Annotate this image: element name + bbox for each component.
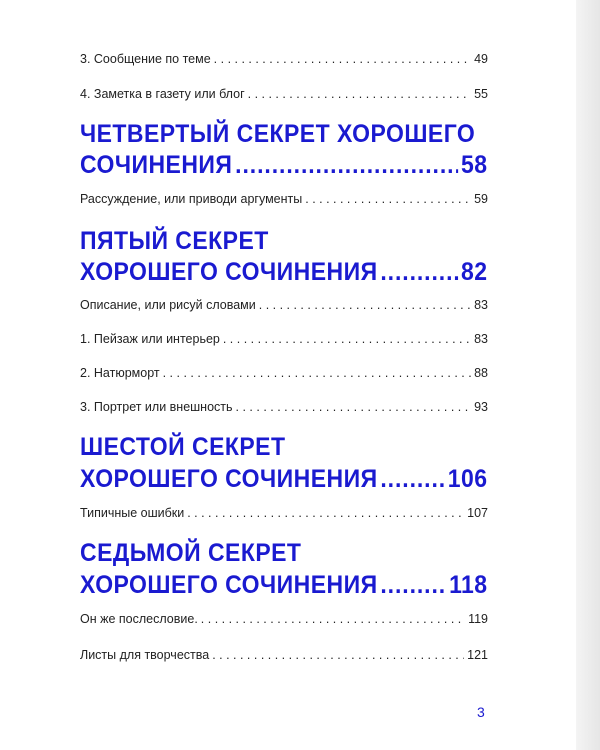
dot-leader [248, 87, 471, 101]
page-edge [576, 0, 600, 750]
dot-leader [201, 612, 465, 626]
dot-leader [380, 258, 458, 287]
dot-leader [187, 506, 464, 520]
entry-page: 88 [474, 366, 488, 380]
entry-page: 49 [474, 52, 488, 66]
heading-text: ШЕСТОЙ СЕКРЕТ [80, 433, 286, 461]
entry-page: 83 [474, 298, 488, 312]
entry-title: 1. Пейзаж или интерьер [80, 332, 220, 346]
section-heading[interactable]: ХОРОШЕГО СОЧИНЕНИЯ 82 [80, 258, 488, 287]
entry-title: 4. Заметка в газету или блог [80, 87, 245, 101]
heading-text: ХОРОШЕГО СОЧИНЕНИЯ [80, 571, 378, 599]
section-heading[interactable]: ХОРОШЕГО СОЧИНЕНИЯ 106 [80, 465, 488, 494]
toc-entry[interactable]: 4. Заметка в газету или блог 55 [80, 87, 488, 101]
heading-text: СЕДЬМОЙ СЕКРЕТ [80, 539, 302, 567]
dot-leader [380, 465, 445, 494]
heading-page: 118 [449, 571, 488, 599]
section-heading[interactable]: ХОРОШЕГО СОЧИНЕНИЯ 118 [80, 571, 488, 600]
heading-page: 58 [461, 151, 488, 179]
entry-title: 3. Сообщение по теме [80, 52, 211, 66]
heading-page: 106 [447, 465, 488, 493]
heading-page: 82 [461, 258, 488, 286]
entry-page: 107 [467, 506, 488, 520]
entry-title: Рассуждение, или приводи аргументы [80, 192, 303, 206]
entry-title: 2. Натюрморт [80, 366, 160, 380]
dot-leader [223, 332, 471, 346]
section-heading-line: ШЕСТОЙ СЕКРЕТ [80, 433, 488, 462]
toc-entry[interactable]: Типичные ошибки 107 [80, 506, 488, 520]
section-heading-line: ПЯТЫЙ СЕКРЕТ [80, 227, 488, 256]
heading-text: ХОРОШЕГО СОЧИНЕНИЯ [80, 258, 378, 286]
heading-text: СОЧИНЕНИЯ [80, 151, 233, 179]
toc-entry[interactable]: Описание, или рисуй словами 83 [80, 298, 488, 312]
toc-entry[interactable]: 1. Пейзаж или интерьер 83 [80, 332, 488, 346]
dot-leader [212, 648, 464, 662]
entry-page: 55 [474, 87, 488, 101]
entry-title: Типичные ошибки [80, 506, 185, 520]
section-heading-line: СЕДЬМОЙ СЕКРЕТ [80, 539, 488, 568]
entry-page: 119 [468, 612, 488, 626]
toc-entry[interactable]: Рассуждение, или приводи аргументы 59 [80, 192, 488, 206]
dot-leader [236, 400, 472, 414]
toc-entry[interactable]: 3. Сообщение по теме 49 [80, 52, 488, 66]
entry-title: Он же послесловие. [80, 612, 198, 626]
entry-page: 83 [474, 332, 488, 346]
entry-page: 93 [474, 400, 488, 414]
entry-page: 59 [474, 192, 488, 206]
heading-text: ПЯТЫЙ СЕКРЕТ [80, 227, 269, 255]
dot-leader [259, 298, 471, 312]
page-number: 3 [477, 704, 485, 720]
toc-entry[interactable]: Он же послесловие. 119 [80, 612, 488, 626]
entry-title: Листы для творчества [80, 648, 210, 662]
toc-entry[interactable]: Листы для творчества 121 [80, 648, 488, 662]
entry-title: Описание, или рисуй словами [80, 298, 256, 312]
entry-page: 121 [467, 648, 488, 662]
dot-leader [235, 151, 458, 180]
section-heading-line: ЧЕТВЕРТЫЙ СЕКРЕТ ХОРОШЕГО [80, 120, 488, 149]
toc-entry[interactable]: 3. Портрет или внешность 93 [80, 400, 488, 414]
heading-text: ХОРОШЕГО СОЧИНЕНИЯ [80, 465, 378, 493]
heading-text: ЧЕТВЕРТЫЙ СЕКРЕТ ХОРОШЕГО [80, 120, 476, 148]
dot-leader [380, 571, 446, 600]
dot-leader [214, 52, 471, 66]
dot-leader [305, 192, 471, 206]
entry-title: 3. Портрет или внешность [80, 400, 233, 414]
section-heading[interactable]: СОЧИНЕНИЯ 58 [80, 151, 488, 180]
toc-entry[interactable]: 2. Натюрморт 88 [80, 366, 488, 380]
dot-leader [163, 366, 471, 380]
